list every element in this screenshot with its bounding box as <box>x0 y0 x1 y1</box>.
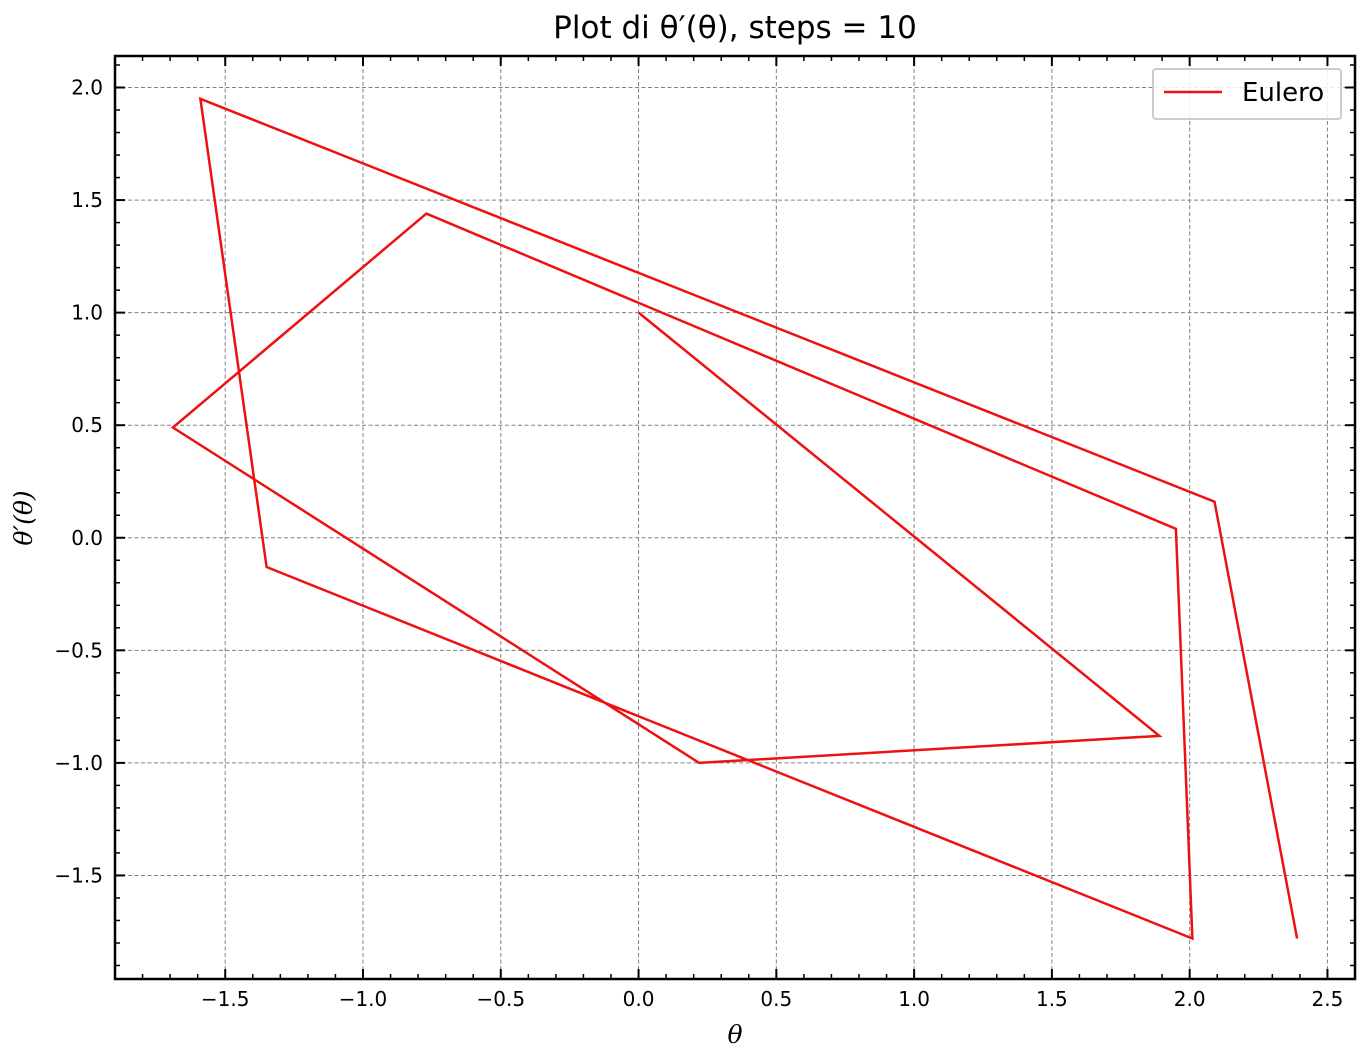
y-tick-label: −1.5 <box>54 863 103 887</box>
y-tick-label: −0.5 <box>54 638 103 662</box>
y-tick-label: 0.5 <box>71 413 103 437</box>
x-tick-label: 2.5 <box>1312 987 1344 1011</box>
plot-frame <box>113 54 1357 981</box>
series-line-eulero <box>170 96 1299 941</box>
chart-title: Plot di θ′(θ), steps = 10 <box>553 10 917 46</box>
x-tick-label: 1.5 <box>1036 987 1068 1011</box>
x-tick-label: −1.5 <box>201 987 250 1011</box>
x-tick-label: −1.0 <box>339 987 388 1011</box>
y-tick-label: −1.0 <box>54 751 103 775</box>
legend: Eulero <box>1152 68 1342 120</box>
x-tick-label: 2.0 <box>1174 987 1206 1011</box>
y-tick-label: 0.0 <box>71 526 103 550</box>
y-tick-label: 1.5 <box>71 188 103 212</box>
x-tick-label: −0.5 <box>476 987 525 1011</box>
x-tick-label: 0.0 <box>623 987 655 1011</box>
y-axis-label: θ′(θ) <box>9 490 38 545</box>
legend-label-eulero: Eulero <box>1242 78 1324 108</box>
x-tick-label: 1.0 <box>898 987 930 1011</box>
grid <box>115 56 1355 979</box>
legend-box <box>1152 68 1342 120</box>
y-tick-label: 1.0 <box>71 301 103 325</box>
y-tick-label: 2.0 <box>71 76 103 100</box>
x-tick-label: 0.5 <box>760 987 792 1011</box>
series-layer <box>170 96 1299 941</box>
x-axis-label: θ <box>727 1020 742 1049</box>
ticks: −1.5 −1.0 −0.5 0.0 0.5 1.0 1.5 2.0 2.5 −1.5 −1.0 −0… <box>54 56 1356 1011</box>
